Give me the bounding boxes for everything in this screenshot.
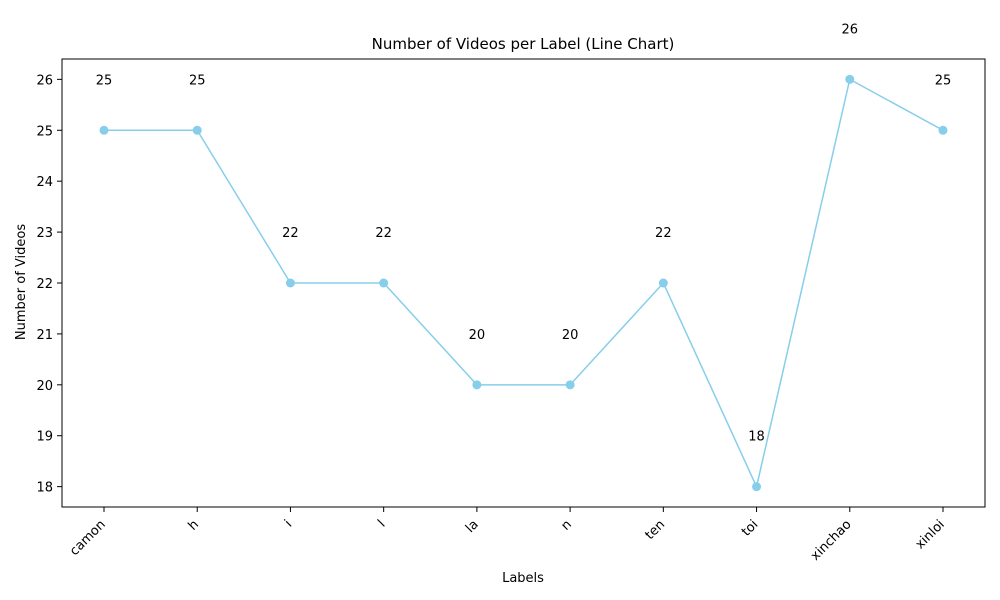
x-tick-label: xinloi — [913, 517, 948, 552]
x-axis-title: Labels — [502, 571, 544, 586]
data-label: 22 — [375, 226, 392, 241]
plot-area: 18 19 20 21 22 23 24 25 26 camon h i l la n ten toi xinch… — [36, 22, 986, 564]
x-tick-label: h — [186, 517, 202, 533]
data-point — [845, 74, 855, 84]
data-point — [285, 278, 295, 288]
data-label: 26 — [842, 22, 859, 37]
data-label: 20 — [469, 328, 486, 343]
y-tick-label: 18 — [36, 481, 53, 496]
data-point — [192, 125, 202, 135]
data-point — [938, 125, 948, 135]
x-tick-label: l — [375, 517, 388, 530]
y-tick-label: 26 — [36, 73, 53, 88]
y-tick-label: 24 — [36, 175, 53, 190]
y-tick-label: 20 — [36, 379, 53, 394]
series-line — [104, 78, 944, 489]
x-tick-label: n — [558, 517, 574, 533]
y-axis-title: Number of Videos — [14, 224, 29, 340]
y-tick-label: 19 — [36, 430, 53, 445]
y-tick-label: 22 — [36, 277, 53, 292]
y-tick-label: 23 — [36, 226, 53, 241]
chart-title: Number of Videos per Label (Line Chart) — [372, 35, 675, 53]
x-tick-label: ten — [642, 517, 668, 543]
data-label: 22 — [282, 226, 299, 241]
data-label: 25 — [189, 73, 206, 88]
data-point — [752, 482, 762, 492]
y-tick-label: 25 — [36, 124, 53, 139]
data-point — [472, 380, 482, 390]
x-tick-label: i — [282, 517, 295, 530]
data-label: 18 — [748, 430, 765, 445]
data-point — [379, 278, 389, 288]
data-point — [99, 125, 109, 135]
data-point — [658, 278, 668, 288]
data-label: 25 — [96, 73, 113, 88]
data-point — [565, 380, 575, 390]
plot-frame — [61, 58, 986, 508]
x-tick-label: la — [463, 517, 482, 536]
data-label: 22 — [655, 226, 672, 241]
x-tick-label: camon — [67, 517, 109, 559]
x-tick-label: toi — [739, 517, 761, 539]
data-label: 25 — [935, 73, 952, 88]
x-tick-label: xinchao — [808, 517, 855, 564]
y-tick-label: 21 — [36, 328, 53, 343]
data-label: 20 — [562, 328, 579, 343]
